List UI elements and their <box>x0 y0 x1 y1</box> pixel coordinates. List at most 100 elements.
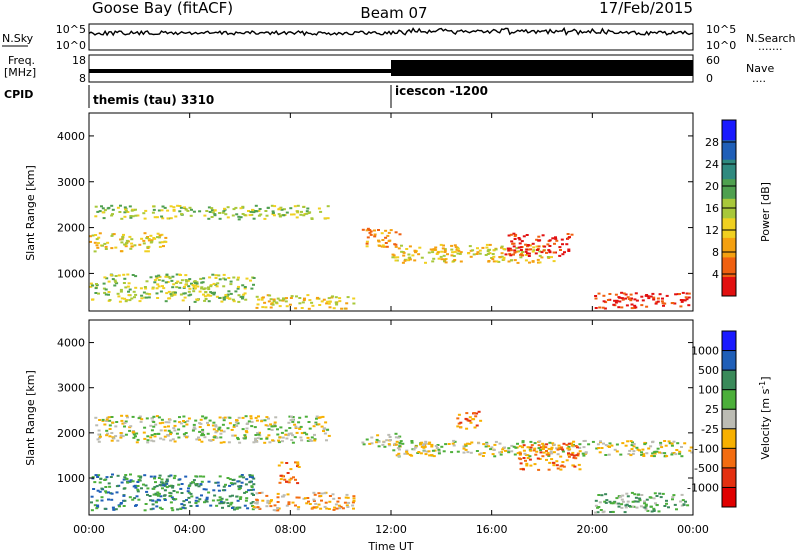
data-cell <box>420 256 424 259</box>
data-cell <box>105 420 109 422</box>
data-cell <box>250 474 254 477</box>
data-cell <box>540 256 544 259</box>
data-cell <box>667 506 670 509</box>
data-cell <box>169 217 173 220</box>
data-cell <box>541 446 545 449</box>
data-cell <box>370 442 374 445</box>
data-cell <box>328 500 332 503</box>
data-cell <box>228 478 232 481</box>
data-cell <box>644 504 648 507</box>
data-cell <box>300 210 303 213</box>
data-cell <box>442 254 446 257</box>
data-cell <box>308 438 312 441</box>
data-cell <box>522 457 526 459</box>
data-cell <box>539 451 543 454</box>
data-cell <box>337 504 341 507</box>
data-cell <box>430 445 434 448</box>
data-cell <box>536 457 540 460</box>
data-cell <box>558 246 562 249</box>
data-cell <box>128 235 132 238</box>
data-cell <box>290 415 293 418</box>
data-cell <box>234 206 238 209</box>
data-cell <box>93 241 97 244</box>
colorbar-swatch <box>722 487 736 508</box>
data-cell <box>94 292 98 294</box>
data-cell <box>116 474 120 477</box>
data-cell <box>427 251 431 254</box>
data-cell <box>111 213 114 216</box>
data-cell <box>489 448 493 451</box>
data-cell <box>169 433 172 436</box>
data-cell <box>344 496 348 499</box>
data-cell <box>171 291 175 294</box>
data-cell <box>122 478 126 481</box>
data-cell <box>365 229 369 232</box>
noise-right-dots: ....... <box>758 40 782 53</box>
data-cell <box>516 442 519 445</box>
data-cell <box>269 505 273 508</box>
data-cell <box>191 284 195 287</box>
data-cell <box>369 230 373 233</box>
data-cell <box>269 298 273 301</box>
data-cell <box>196 298 200 301</box>
data-cell <box>444 443 448 446</box>
data-cell <box>251 208 254 211</box>
data-cell <box>299 436 303 439</box>
data-cell <box>158 275 162 278</box>
data-cell <box>397 455 401 457</box>
data-cell <box>179 508 183 510</box>
data-cell <box>281 299 285 302</box>
data-cell <box>291 501 295 504</box>
data-cell <box>443 249 447 252</box>
data-cell <box>561 243 564 246</box>
data-cell <box>565 443 569 446</box>
data-cell <box>222 430 226 433</box>
data-cell <box>186 209 190 212</box>
data-cell <box>456 417 460 420</box>
data-cell <box>108 435 112 438</box>
data-cell <box>532 246 536 249</box>
data-cell <box>518 453 522 456</box>
data-cell <box>630 303 634 306</box>
data-cell <box>530 444 534 447</box>
data-cell <box>158 506 162 509</box>
data-cell <box>578 443 582 446</box>
data-cell <box>638 499 642 502</box>
data-cell <box>100 487 104 490</box>
data-cell <box>228 484 232 487</box>
data-cell <box>608 293 612 295</box>
colorbar-swatch <box>722 467 736 488</box>
data-cell <box>89 240 92 243</box>
data-cell <box>259 437 263 440</box>
data-cell <box>210 207 214 210</box>
data-cell <box>529 464 533 467</box>
data-cell <box>166 217 170 220</box>
data-cell <box>171 509 175 512</box>
data-cell <box>243 286 247 288</box>
data-cell <box>253 501 257 504</box>
data-cell <box>119 432 123 434</box>
data-cell <box>472 412 476 414</box>
data-cell <box>246 507 250 510</box>
data-cell <box>238 498 242 500</box>
data-cell <box>674 453 678 456</box>
data-cell <box>598 451 602 454</box>
data-cell <box>675 508 678 511</box>
data-cell <box>526 244 530 246</box>
data-cell <box>519 468 523 471</box>
data-cell <box>617 306 621 309</box>
data-cell <box>142 291 146 294</box>
freq-band-second <box>391 60 693 76</box>
data-cell <box>194 502 198 504</box>
data-cell <box>638 497 642 500</box>
data-cell <box>385 245 389 248</box>
data-cell <box>652 509 656 512</box>
data-cell <box>104 248 108 250</box>
data-cell <box>636 493 640 496</box>
data-cell <box>93 504 97 507</box>
data-cell <box>295 295 298 298</box>
data-cell <box>277 507 281 510</box>
data-cell <box>226 427 230 430</box>
data-cell <box>568 448 572 451</box>
